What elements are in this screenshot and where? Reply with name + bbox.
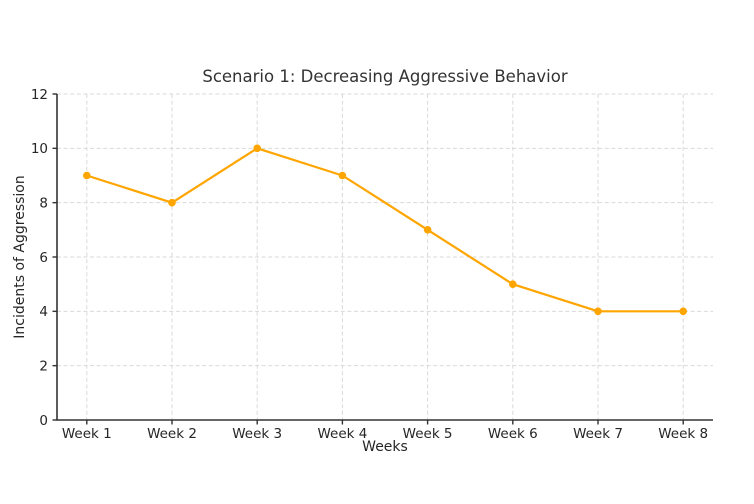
x-tick-label: Week 3 [232, 426, 282, 442]
data-point-week-8 [679, 307, 687, 316]
x-tick-label: Week 8 [658, 426, 708, 442]
data-point-week-1 [83, 171, 91, 180]
x-tick-label: Week 2 [147, 426, 197, 442]
x-tick-label: Week 7 [573, 426, 623, 442]
y-tick-label: 6 [39, 250, 48, 266]
data-point-week-2 [168, 198, 176, 207]
chart-title: Scenario 1: Decreasing Aggressive Behavi… [202, 67, 568, 86]
series-line [85, 147, 685, 313]
y-tick-label: 2 [39, 358, 48, 374]
y-tick-label: 4 [39, 304, 48, 320]
x-tick-label: Week 1 [62, 426, 112, 442]
data-point-week-4 [338, 171, 347, 180]
y-tick-label: 10 [31, 141, 48, 157]
x-tick-label: Week 4 [317, 426, 367, 442]
data-point-week-7 [594, 307, 602, 316]
x-tick-label: Week 6 [488, 426, 538, 442]
x-axis-label: Weeks [362, 439, 408, 455]
y-tick-label: 12 [31, 87, 48, 103]
data-point-week-6 [509, 280, 517, 289]
x-tick-label: Week 5 [403, 426, 453, 442]
data-point-week-3 [253, 144, 261, 153]
y-tick-label: 0 [39, 413, 48, 429]
data-point-week-5 [423, 226, 432, 234]
y-tick-label: 8 [39, 195, 48, 211]
